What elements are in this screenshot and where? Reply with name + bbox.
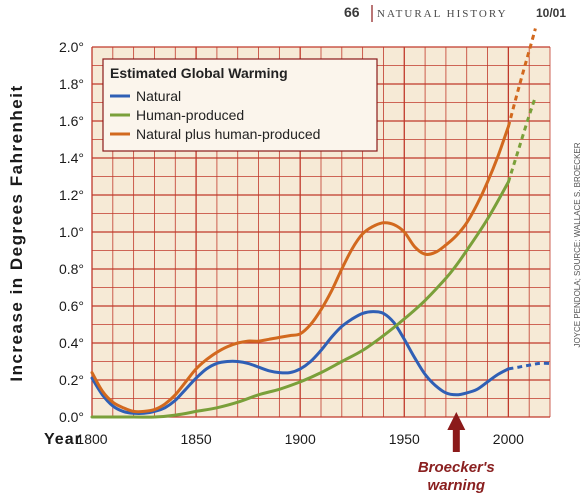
- y-tick-label: 0.2°: [59, 372, 84, 388]
- y-tick-label: 1.4°: [59, 150, 84, 166]
- warning-arrow-head: [447, 412, 466, 430]
- y-tick-label: 1.6°: [59, 113, 84, 129]
- series-line-combined: [90, 125, 510, 414]
- legend-title: Estimated Global Warming: [110, 65, 288, 81]
- series-line-natural: [90, 310, 510, 416]
- credit-line: JOYCE PENDOLA; SOURCE: WALLACE S. BROECK…: [573, 142, 582, 347]
- series-line-human: [90, 180, 510, 419]
- issue-date: 10/01: [536, 6, 566, 20]
- legend-label-human: Human-produced: [136, 107, 244, 123]
- y-tick-label: 1.8°: [59, 76, 84, 92]
- x-tick-label: 2000: [493, 431, 524, 447]
- legend-box: [102, 58, 378, 152]
- y-tick-label: 0.8°: [59, 261, 84, 277]
- series-projection-natural: [508, 361, 551, 371]
- page-number: 66: [344, 4, 360, 20]
- x-tick-label: 1800: [76, 431, 107, 447]
- y-tick-label: 0.4°: [59, 335, 84, 351]
- annotation-text: Broecker's: [418, 459, 495, 476]
- x-tick-labels: 1800 1850 1900 1950 2000: [76, 431, 524, 447]
- legend: Estimated Global Warming Natural Human-p…: [102, 58, 378, 152]
- x-tick-label: 1950: [389, 431, 420, 447]
- series-projection-combined: [506, 28, 537, 127]
- y-tick-label: 2.0°: [59, 39, 84, 55]
- y-tick-label: 0.6°: [59, 298, 84, 314]
- y-axis-label: Increase in Degrees Fahrenheit: [7, 84, 26, 381]
- y-tick-labels: 0.0° 0.2° 0.4° 0.6° 0.8° 1.0° 1.2° 1.4° 1.6° 1.8°…: [59, 39, 84, 425]
- legend-label-combined: Natural plus human-produced: [136, 126, 320, 142]
- y-tick-label: 1.0°: [59, 224, 84, 240]
- annotation-text: warning: [428, 477, 486, 494]
- y-tick-label: 1.2°: [59, 187, 84, 203]
- series-projection-human: [506, 96, 537, 183]
- series-lines: [90, 28, 551, 419]
- magazine-name: NATURAL HISTORY: [377, 8, 508, 20]
- x-tick-label: 1850: [181, 431, 212, 447]
- x-axis-label: Year: [44, 431, 82, 448]
- legend-label-natural: Natural: [136, 88, 181, 104]
- y-tick-label: 0.0°: [59, 409, 84, 425]
- x-tick-label: 1900: [285, 431, 316, 447]
